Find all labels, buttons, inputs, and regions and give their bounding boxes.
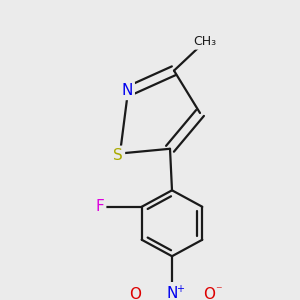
Text: +: + bbox=[176, 284, 184, 294]
Text: F: F bbox=[95, 199, 104, 214]
Text: N: N bbox=[121, 83, 133, 98]
Text: O: O bbox=[129, 287, 141, 300]
Text: N: N bbox=[166, 286, 178, 300]
Text: ⁻: ⁻ bbox=[216, 284, 222, 298]
Text: CH₃: CH₃ bbox=[194, 35, 217, 48]
Text: O: O bbox=[203, 287, 215, 300]
Text: S: S bbox=[113, 148, 123, 163]
